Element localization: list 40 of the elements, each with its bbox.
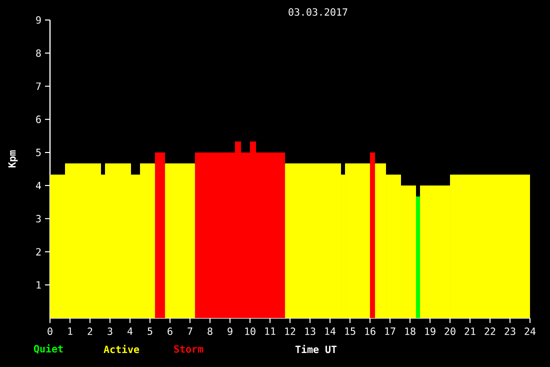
chart-title: 03.03.2017 bbox=[288, 8, 348, 16]
x-tick-label: 11 bbox=[265, 328, 276, 335]
text: Storm bbox=[174, 345, 204, 353]
x-tick-label: 15 bbox=[345, 328, 356, 335]
x-tick-label: 10 bbox=[245, 328, 256, 336]
x-tick-label: 17 bbox=[385, 328, 396, 335]
y-tick-label: 7 bbox=[36, 82, 41, 90]
x-tick-label: 12 bbox=[285, 328, 296, 335]
x-axis-title: Time UT bbox=[295, 344, 337, 354]
y-tick-label: 3 bbox=[36, 214, 41, 222]
text: Quiet bbox=[34, 344, 63, 354]
x-tick-label: 5 bbox=[148, 328, 152, 335]
x-tick-label: 22 bbox=[484, 328, 496, 335]
y-tick-label: 9 bbox=[36, 16, 41, 24]
x-tick-label: 13 bbox=[305, 328, 316, 336]
y-axis-title: Kpm bbox=[8, 150, 18, 168]
x-tick-label: 1 bbox=[68, 328, 72, 335]
x-tick-label: 21 bbox=[464, 328, 476, 335]
y-tick-label: 5 bbox=[36, 148, 41, 156]
x-tick-label: 7 bbox=[188, 328, 192, 335]
x-tick-label: 19 bbox=[425, 328, 436, 336]
x-tick-label: 4 bbox=[128, 328, 133, 335]
x-tick-label: 23 bbox=[504, 328, 516, 336]
x-tick-label: 0 bbox=[48, 328, 52, 336]
y-tick-label: 6 bbox=[36, 116, 41, 124]
y-tick-label: 1 bbox=[36, 281, 41, 289]
x-tick-label: 24 bbox=[524, 328, 536, 335]
y-tick-label: 4 bbox=[36, 182, 42, 190]
x-tick-label: 6 bbox=[168, 328, 172, 336]
x-tick-label: 16 bbox=[365, 328, 376, 336]
text: Active bbox=[104, 344, 140, 354]
x-tick-label: 2 bbox=[88, 328, 92, 335]
x-tick-label: 18 bbox=[405, 328, 416, 336]
y-tick-label: 8 bbox=[36, 49, 41, 57]
y-tick-label: 2 bbox=[36, 248, 41, 256]
x-tick-label: 9 bbox=[228, 328, 232, 336]
x-tick-label: 8 bbox=[208, 328, 212, 336]
x-tick-label: 3 bbox=[108, 328, 112, 336]
x-tick-label: 14 bbox=[325, 328, 336, 335]
x-tick-label: 20 bbox=[444, 328, 456, 336]
